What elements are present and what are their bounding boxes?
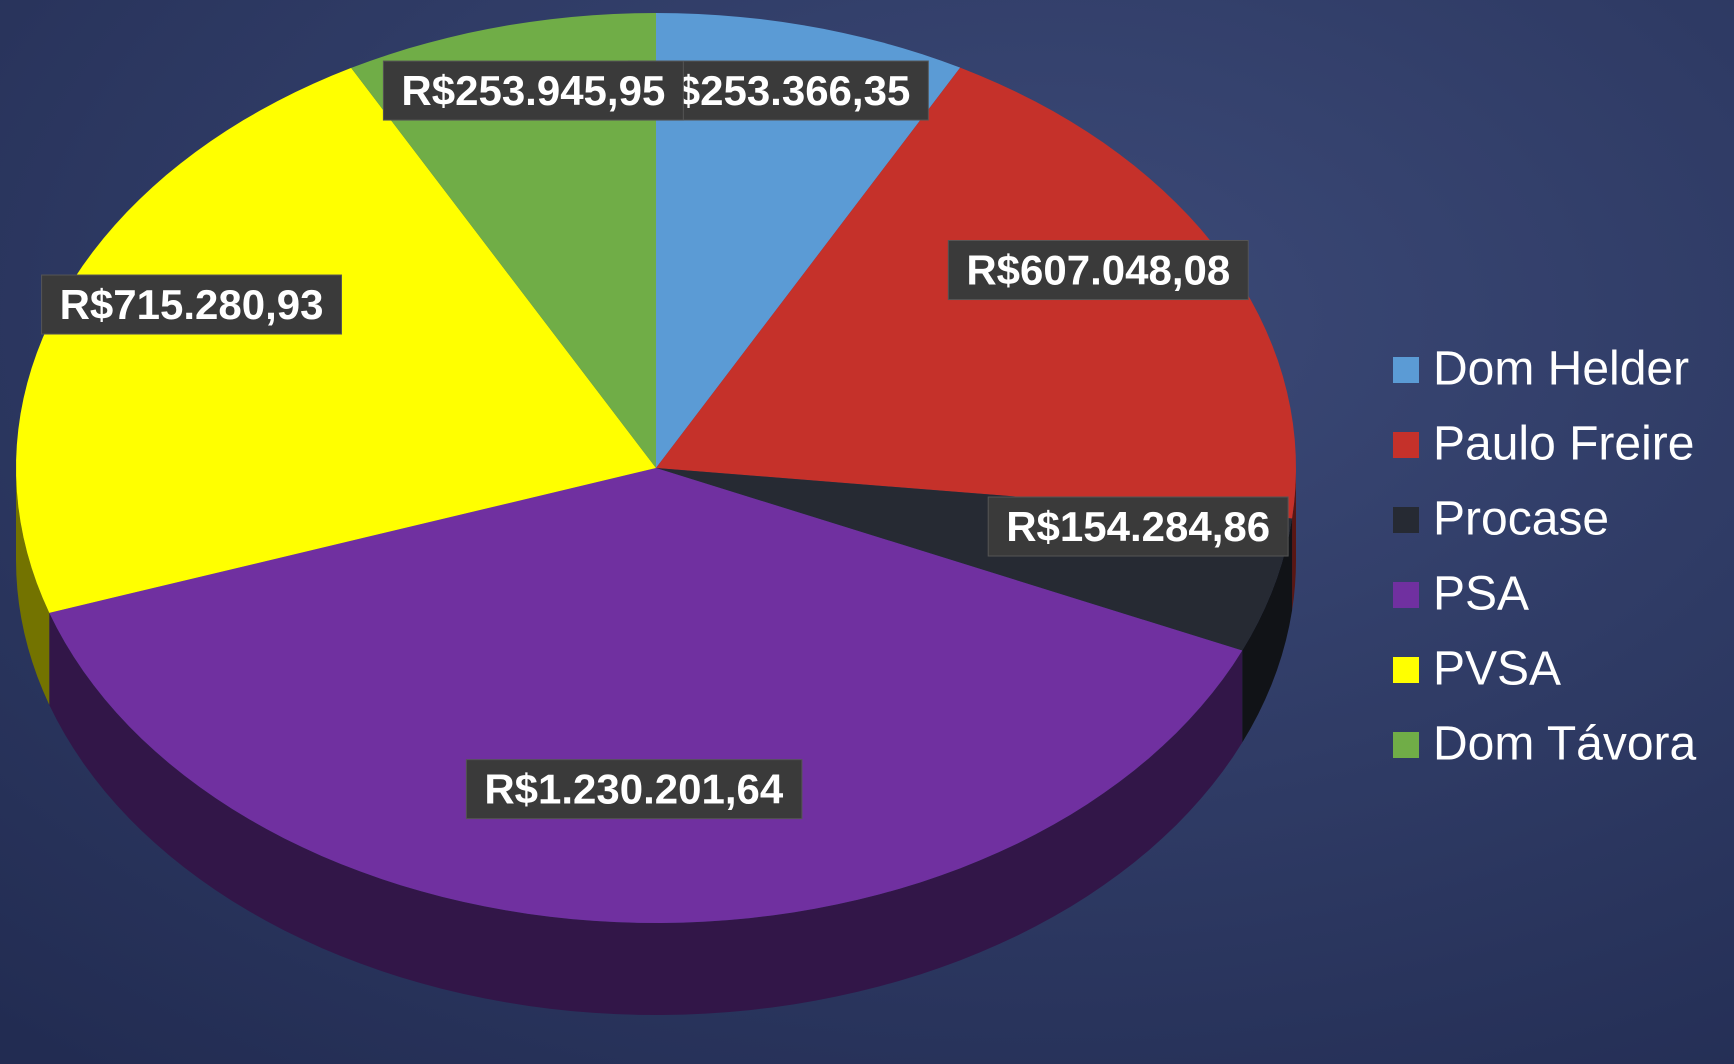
data-label: R$715.280,93: [41, 274, 342, 335]
legend-swatch: [1393, 582, 1419, 608]
data-label-box: [465, 759, 803, 820]
pie-side: [1242, 518, 1293, 743]
pie-side: [16, 468, 50, 705]
pie-side: [1292, 468, 1296, 611]
data-label-text: R$154.284,86: [1006, 503, 1270, 550]
data-label-box: [41, 274, 342, 335]
data-label: R$154.284,86: [987, 496, 1289, 557]
legend-label: Dom Helder: [1433, 343, 1689, 396]
legend-label: PVSA: [1433, 643, 1561, 696]
data-label-box: [947, 240, 1249, 301]
legend-label: PSA: [1433, 568, 1529, 621]
legend-label: Procase: [1433, 493, 1609, 546]
pie-slice: [656, 13, 961, 468]
legend-swatch: [1393, 432, 1419, 458]
data-label-text: R$715.280,93: [60, 281, 324, 328]
pie-slice: [16, 67, 657, 613]
legend-swatch: [1393, 357, 1419, 383]
data-label: R$253.945,95: [382, 60, 684, 121]
legend-swatch: [1393, 507, 1419, 533]
pie-side: [49, 612, 1243, 1015]
legend-label: Paulo Freire: [1433, 418, 1694, 471]
data-label-box: [382, 60, 684, 121]
data-label-text: R$607.048,08: [966, 247, 1230, 294]
pie-slice: [351, 13, 656, 468]
data-label: R$1.230.201,64: [465, 759, 803, 820]
data-label-text: R$253.945,95: [401, 67, 665, 114]
data-label: R$607.048,08: [947, 240, 1249, 301]
legend-swatch: [1393, 657, 1419, 683]
legend-label: Dom Távora: [1433, 718, 1697, 771]
data-label-box: [987, 496, 1289, 557]
legend-swatch: [1393, 732, 1419, 758]
data-label-text: R$253.366,35: [646, 67, 910, 114]
data-label-text: R$1.230.201,64: [484, 766, 784, 813]
pie-slice: [49, 468, 1243, 923]
